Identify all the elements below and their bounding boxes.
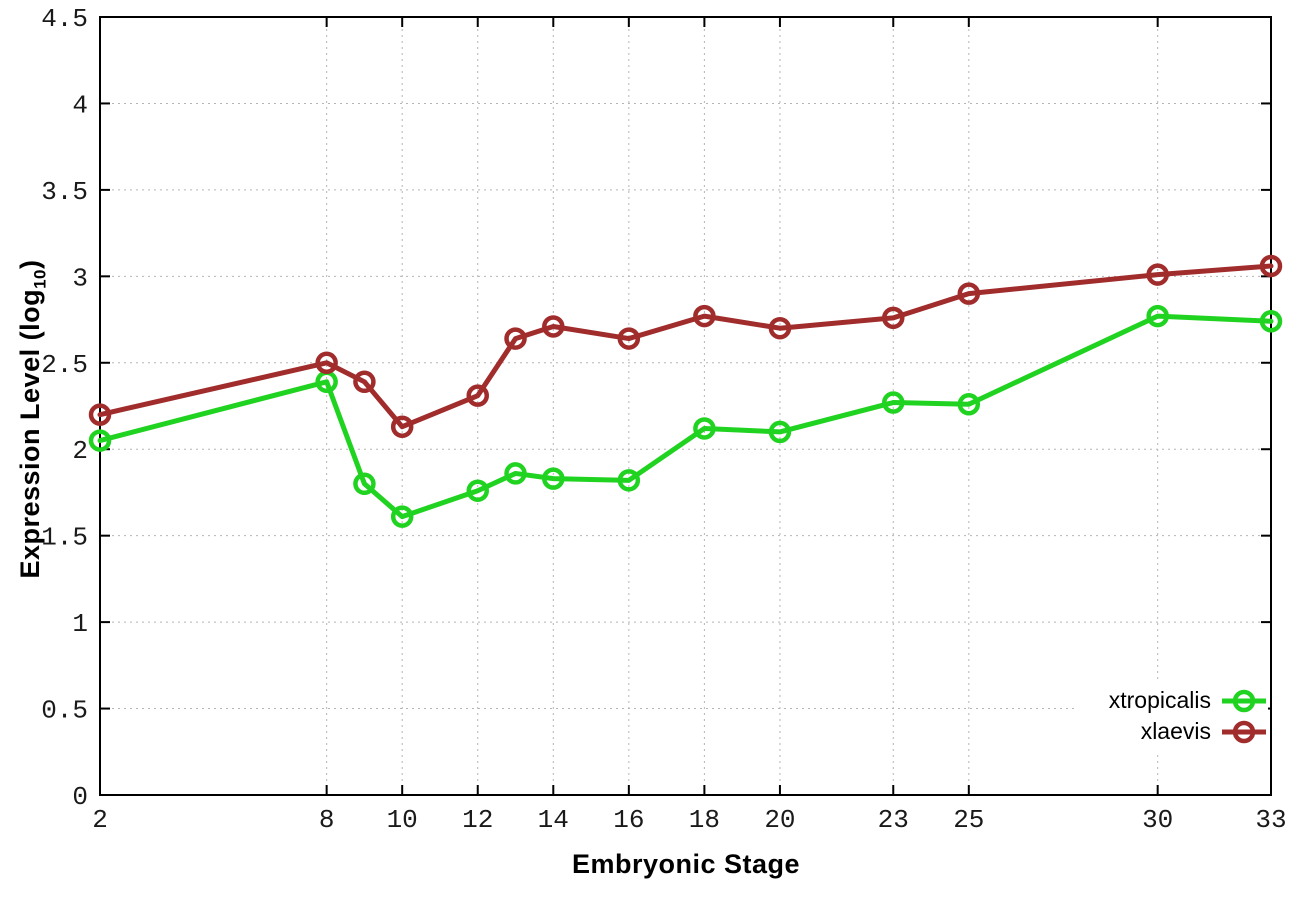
axis-border [99,16,1272,796]
data-point-xtropicalis [353,472,376,496]
data-point-xlaevis [693,304,716,328]
data-point-xlaevis [390,415,414,438]
data-point-xtropicalis [542,467,565,490]
x-tick-label: 23 [878,805,909,835]
x-tick-label: 10 [387,805,418,835]
data-point-xlaevis [504,327,527,350]
y-tick-label: 2 [72,436,88,466]
y-tick-label: 0 [72,782,88,812]
y-axis-title-main: Expression Level (log [15,288,45,579]
data-point-xtropicalis [1259,310,1283,333]
data-point-xlaevis [882,306,905,330]
legend-marker-xtropicalis [1222,689,1266,712]
y-tick-label: 1.5 [41,523,88,553]
x-tick-label: 33 [1255,805,1286,835]
y-axis-title-end: ) [15,259,45,270]
data-point-xtropicalis [768,420,792,444]
y-tick-label: 3.5 [41,177,88,207]
x-tick-label: 20 [764,805,795,835]
data-point-xtropicalis [617,469,641,492]
data-point-xtropicalis [1146,304,1169,328]
data-point-xtropicalis [390,505,414,528]
legend-row-xtropicalis: xtropicalis [1109,685,1268,716]
data-point-xlaevis [957,282,981,305]
data-point-xtropicalis [504,462,527,485]
data-point-xlaevis [353,370,376,394]
series-line-xtropicalis [97,313,1274,520]
y-tick-label: 4 [72,90,88,120]
data-point-xlaevis [768,316,792,340]
data-point-xlaevis [1146,263,1169,286]
data-point-xtropicalis [466,479,489,502]
data-point-xtropicalis [88,429,112,452]
x-tick-label: 16 [613,805,644,835]
data-point-xtropicalis [693,417,716,440]
x-tick-label: 8 [319,805,335,835]
x-tick-label: 12 [462,805,493,835]
x-axis-title: Embryonic Stage [350,849,1022,880]
data-point-xlaevis [466,384,489,407]
data-point-xlaevis [315,351,338,375]
y-axis-title: Expression Level (log10) [10,209,50,629]
data-point-xtropicalis [957,393,981,416]
data-point-xlaevis [1259,254,1283,278]
legend-row-xlaevis: xlaevis [1109,716,1268,747]
data-point-xtropicalis [882,391,905,414]
y-tick-label: 1 [72,609,88,639]
y-tick-label: 2.5 [41,350,88,380]
y-tick-label: 4.5 [41,4,88,34]
legend: xtropicalis xlaevis [1102,685,1268,747]
legend-marker-xlaevis [1222,720,1266,743]
y-tick-label: 3 [72,263,88,293]
y-axis-title-subscript: 10 [30,269,50,289]
x-tick-label: 25 [953,805,984,835]
data-point-xlaevis [88,403,112,426]
legend-label-xlaevis: xlaevis [1140,718,1211,744]
data-point-xlaevis [617,327,641,350]
y-tick-label: 0.5 [41,696,88,726]
x-tick-label: 14 [538,805,569,835]
x-tick-label: 30 [1142,805,1173,835]
x-tick-label: 18 [689,805,720,835]
x-tick-label: 2 [92,805,108,835]
x-axis-title-text: Embryonic Stage [571,849,801,879]
data-point-xlaevis [542,315,565,338]
legend-label-xtropicalis: xtropicalis [1108,687,1211,713]
